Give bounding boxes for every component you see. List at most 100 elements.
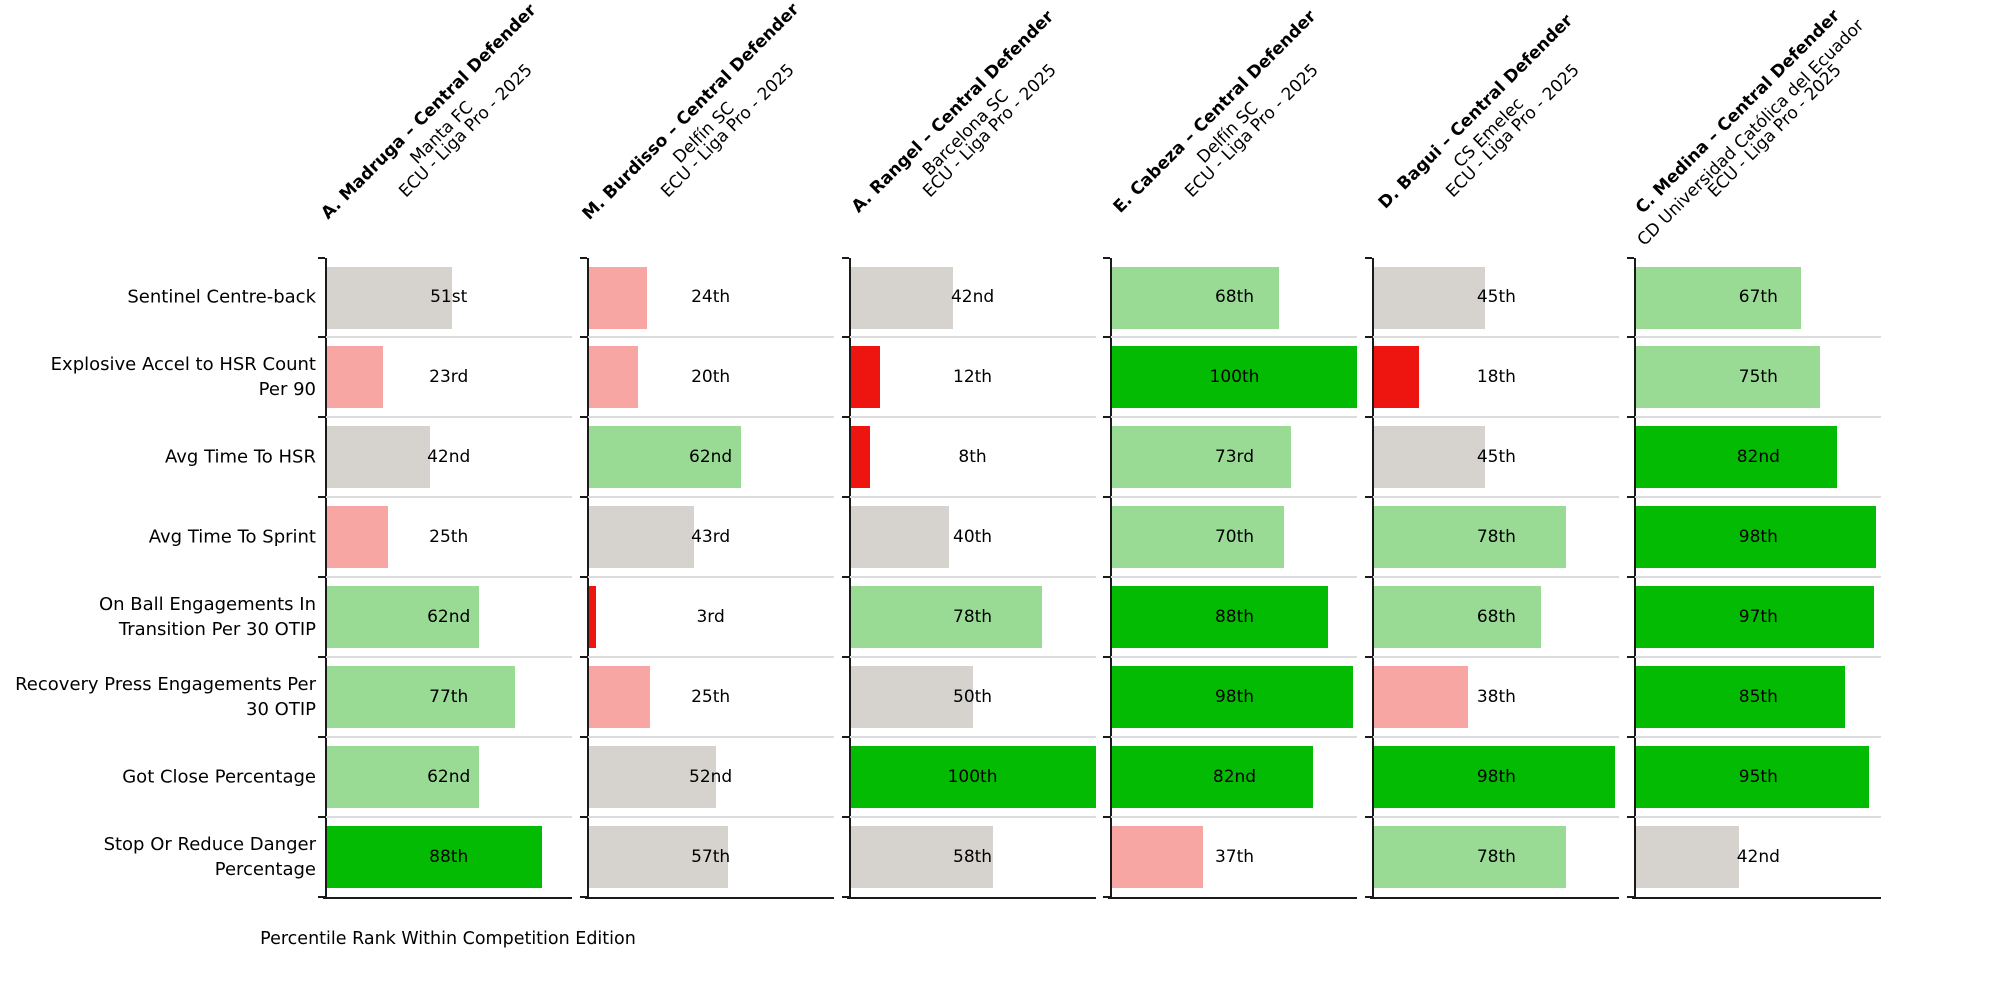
row-separator: [849, 496, 1096, 499]
axis-tick: [841, 576, 849, 579]
row-separator: [587, 416, 834, 419]
axis-tick: [841, 416, 849, 419]
axis-tick: [579, 256, 587, 259]
axis-tick: [1627, 496, 1635, 499]
row-separator: [1635, 496, 1882, 499]
row-separator: [849, 735, 1096, 738]
axis-tick: [579, 735, 587, 738]
axis-tick: [579, 496, 587, 499]
axis-tick: [1365, 576, 1373, 579]
player-name: M. Burdisso – Central Defender: [578, 0, 803, 225]
percentile-bar: [588, 266, 648, 329]
percentile-bar: [850, 266, 954, 329]
axis-tick: [1627, 336, 1635, 339]
percentile-value-label: 51st: [430, 287, 468, 308]
row-separator: [325, 416, 572, 419]
percentile-value-label: 23rd: [429, 367, 469, 388]
axis-tick: [1627, 815, 1635, 818]
percentile-value-label: 98th: [1214, 686, 1255, 707]
axis-tick: [317, 735, 325, 738]
axis-tick: [1365, 656, 1373, 658]
percentile-bar: [1636, 346, 1821, 409]
percentile-value-label: 68th: [1214, 287, 1255, 308]
percentile-value-label: 57th: [691, 846, 731, 867]
player-name: A. Madruga – Central Defender: [317, 0, 541, 224]
percentile-value-label: 85th: [1738, 686, 1778, 707]
axis-tick: [1365, 416, 1373, 419]
percentile-bar: [588, 586, 596, 649]
percentile-value-label: 42nd: [1736, 846, 1780, 867]
percentile-value-label: 62nd: [689, 447, 733, 468]
x-axis-spine: [1370, 896, 1620, 899]
percentile-bar: [1374, 745, 1615, 808]
percentile-bar: [588, 426, 741, 489]
axis-tick: [841, 656, 849, 658]
axis-tick: [1103, 336, 1111, 339]
percentile-bar: [588, 346, 638, 409]
metric-label: Sentinel Centre-back: [127, 286, 316, 308]
percentile-bar: [850, 506, 949, 569]
x-axis-spine: [322, 896, 572, 899]
axis-tick: [317, 256, 325, 259]
percentile-value-label: 25th: [429, 527, 469, 548]
percentile-bar: [1636, 506, 1877, 569]
axis-tick: [579, 416, 587, 419]
percentile-value-label: 82nd: [1736, 447, 1780, 468]
axis-tick: [579, 336, 587, 339]
axis-tick: [1627, 576, 1635, 579]
row-separator: [1111, 416, 1358, 419]
percentile-bar: [326, 666, 516, 728]
row-separator: [1635, 735, 1882, 738]
percentile-value-label: 95th: [1738, 766, 1778, 787]
axis-tick: [1103, 895, 1111, 898]
percentile-bar: [326, 346, 384, 409]
percentile-bar: [1374, 666, 1468, 728]
metric-label: Recovery Press Engagements Per 30 OTIP: [15, 674, 316, 720]
axis-tick: [579, 895, 587, 898]
percentile-bar: [1374, 586, 1541, 649]
percentile-bar: [326, 825, 543, 888]
metric-label: Stop Or Reduce Danger Percentage: [103, 833, 316, 880]
axis-tick: [1103, 416, 1111, 419]
percentile-bar: [1374, 825, 1566, 888]
row-separator: [1635, 416, 1882, 419]
axis-tick: [841, 895, 849, 898]
player-name: E. Cabeza – Central Defender: [1109, 6, 1320, 218]
row-separator: [1373, 496, 1620, 499]
axis-tick: [1365, 735, 1373, 738]
row-separator: [1373, 416, 1620, 419]
x-axis-label: Percentile Rank Within Competition Editi…: [260, 929, 636, 949]
percentile-value-label: 100th: [947, 766, 998, 787]
percentile-value-label: 40th: [953, 527, 993, 548]
percentile-bar: [1636, 426, 1838, 489]
percentile-bar: [1636, 586, 1875, 649]
axis-tick: [841, 336, 849, 339]
row-separator: [587, 735, 834, 738]
percentile-value-label: 45th: [1476, 447, 1516, 468]
row-separator: [849, 336, 1096, 339]
percentile-bar: [588, 825, 729, 888]
row-separator: [849, 656, 1096, 658]
percentile-value-label: 75th: [1738, 367, 1778, 388]
percentile-value-label: 18th: [1476, 367, 1516, 388]
player-name: A. Rangel – Central Defender: [847, 6, 1058, 217]
metric-label: Avg Time To HSR: [165, 446, 316, 468]
percentile-value-label: 42nd: [427, 447, 471, 468]
axis-tick: [579, 576, 587, 579]
percentile-value-label: 24th: [691, 287, 731, 308]
axis-tick: [1365, 336, 1373, 339]
percentile-value-label: 100th: [1209, 367, 1260, 388]
percentile-value-label: 52nd: [689, 766, 733, 787]
metric-label: Got Close Percentage: [122, 766, 316, 788]
axis-tick: [1365, 815, 1373, 818]
percentile-bar: [850, 426, 871, 489]
percentile-bar: [1112, 266, 1280, 329]
player-column-3: 42nd 12th 8th 40th 78th 50th 100th 58th: [841, 256, 1096, 899]
metric-label: On Ball Engagements In Transition Per 30…: [98, 594, 316, 641]
axis-tick: [317, 656, 325, 658]
percentile-value-label: 8th: [958, 447, 987, 468]
axis-tick: [1627, 895, 1635, 898]
axis-tick: [1627, 256, 1635, 259]
